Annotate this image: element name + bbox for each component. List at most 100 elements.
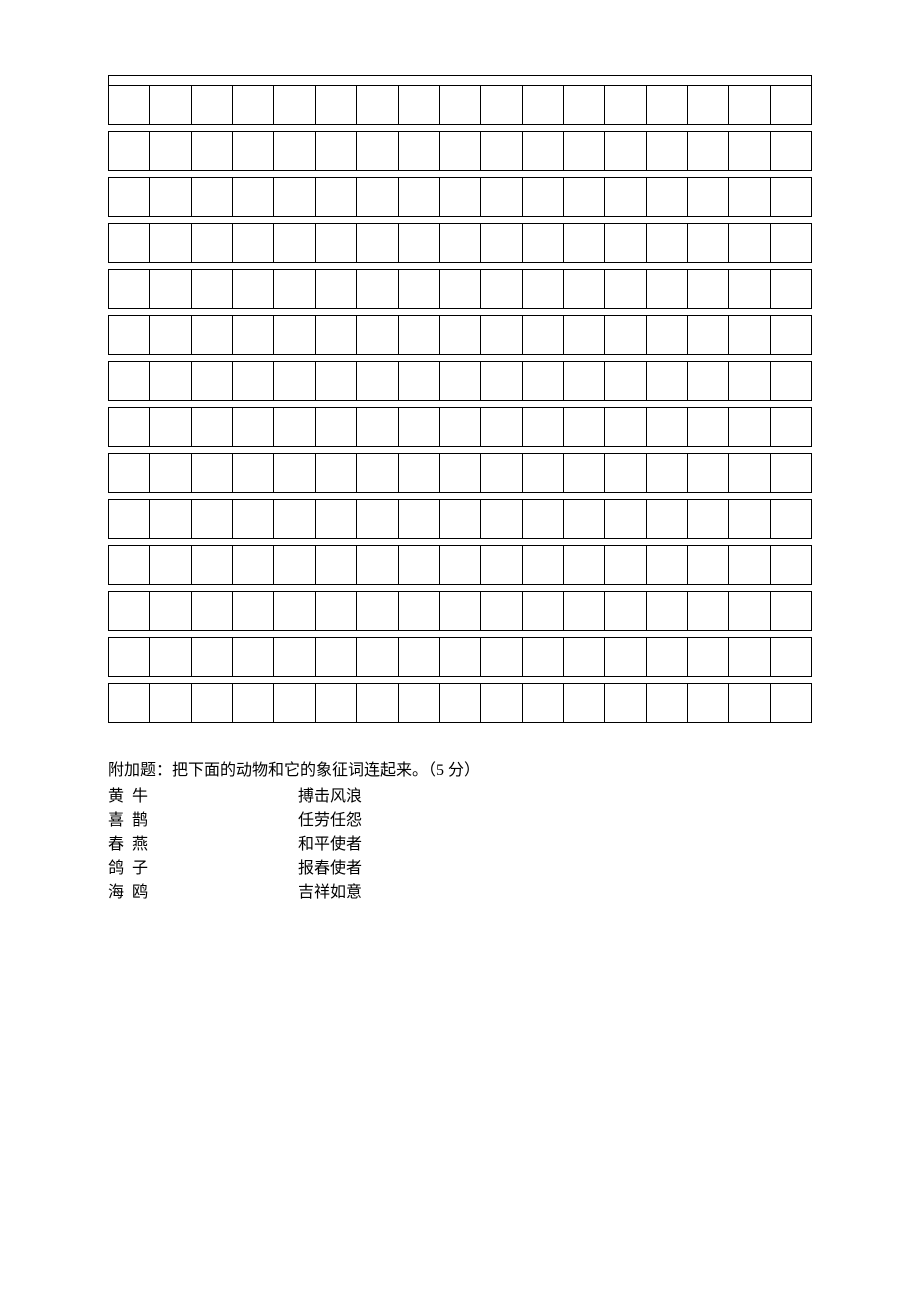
grid-cell xyxy=(274,270,315,308)
grid-row xyxy=(108,545,812,585)
grid-cell xyxy=(316,638,357,676)
grid-header-strip xyxy=(108,75,812,85)
grid-row xyxy=(108,637,812,677)
grid-cell xyxy=(192,592,233,630)
grid-cell xyxy=(150,224,191,262)
grid-cell xyxy=(605,592,646,630)
grid-cell xyxy=(771,178,811,216)
grid-cell xyxy=(109,638,150,676)
grid-cell xyxy=(109,224,150,262)
grid-cell xyxy=(771,592,811,630)
grid-cell xyxy=(647,546,688,584)
grid-cell xyxy=(440,362,481,400)
grid-cell xyxy=(192,178,233,216)
grid-cell xyxy=(647,684,688,722)
grid-cell xyxy=(109,178,150,216)
grid-cell xyxy=(109,592,150,630)
grid-cell xyxy=(729,592,770,630)
grid-cell xyxy=(109,362,150,400)
grid-cell xyxy=(481,86,522,124)
grid-cell xyxy=(605,178,646,216)
grid-cell xyxy=(192,132,233,170)
grid-cell xyxy=(481,592,522,630)
grid-cell xyxy=(729,86,770,124)
grid-cell xyxy=(688,316,729,354)
grid-cell xyxy=(274,316,315,354)
grid-cell xyxy=(233,684,274,722)
grid-cell xyxy=(605,362,646,400)
grid-cell xyxy=(481,270,522,308)
grid-cell xyxy=(233,178,274,216)
grid-cell xyxy=(481,684,522,722)
writing-grid xyxy=(108,75,812,723)
grid-cell xyxy=(150,132,191,170)
grid-cell xyxy=(523,270,564,308)
grid-cell xyxy=(481,546,522,584)
grid-cell xyxy=(647,178,688,216)
grid-cell xyxy=(440,454,481,492)
grid-cell xyxy=(481,500,522,538)
grid-cell xyxy=(357,270,398,308)
grid-cell xyxy=(481,454,522,492)
grid-cell xyxy=(192,454,233,492)
match-pair: 黄 牛搏击风浪 xyxy=(108,785,812,809)
grid-cell xyxy=(274,500,315,538)
grid-cell xyxy=(233,86,274,124)
grid-cell xyxy=(440,224,481,262)
grid-cell xyxy=(771,132,811,170)
grid-cell xyxy=(192,546,233,584)
grid-row xyxy=(108,223,812,263)
grid-cell xyxy=(357,546,398,584)
grid-cell xyxy=(316,362,357,400)
grid-cell xyxy=(729,546,770,584)
grid-cell xyxy=(357,224,398,262)
grid-cell xyxy=(399,408,440,446)
grid-cell xyxy=(399,224,440,262)
grid-cell xyxy=(688,86,729,124)
grid-cell xyxy=(688,546,729,584)
grid-cell xyxy=(233,408,274,446)
match-animal: 海 鸥 xyxy=(108,881,298,905)
grid-cell xyxy=(688,270,729,308)
bonus-question-title: 附加题：把下面的动物和它的象征词连起来。（5 分） xyxy=(108,759,812,783)
grid-cell xyxy=(399,178,440,216)
grid-cell xyxy=(647,362,688,400)
grid-cell xyxy=(605,224,646,262)
grid-cell xyxy=(274,86,315,124)
grid-cell xyxy=(564,224,605,262)
grid-cell xyxy=(564,500,605,538)
grid-row xyxy=(108,269,812,309)
grid-cell xyxy=(605,546,646,584)
grid-cell xyxy=(523,86,564,124)
grid-cell xyxy=(771,638,811,676)
grid-cell xyxy=(399,454,440,492)
grid-cell xyxy=(150,454,191,492)
grid-cell xyxy=(274,546,315,584)
grid-cell xyxy=(523,132,564,170)
grid-cell xyxy=(688,638,729,676)
grid-cell xyxy=(523,546,564,584)
grid-cell xyxy=(274,178,315,216)
grid-cell xyxy=(357,132,398,170)
grid-cell xyxy=(605,316,646,354)
grid-cell xyxy=(274,592,315,630)
grid-cell xyxy=(233,454,274,492)
grid-cell xyxy=(192,638,233,676)
grid-cell xyxy=(523,638,564,676)
grid-cell xyxy=(729,132,770,170)
grid-cell xyxy=(357,408,398,446)
grid-cell xyxy=(729,408,770,446)
grid-cell xyxy=(233,270,274,308)
grid-cell xyxy=(481,408,522,446)
grid-cell xyxy=(316,316,357,354)
grid-cell xyxy=(481,638,522,676)
grid-cell xyxy=(233,224,274,262)
grid-cell xyxy=(647,86,688,124)
grid-cell xyxy=(440,638,481,676)
match-animal: 春 燕 xyxy=(108,833,298,857)
grid-cell xyxy=(109,132,150,170)
grid-cell xyxy=(150,86,191,124)
grid-cell xyxy=(564,684,605,722)
match-symbol: 报春使者 xyxy=(298,857,362,881)
grid-cell xyxy=(274,132,315,170)
